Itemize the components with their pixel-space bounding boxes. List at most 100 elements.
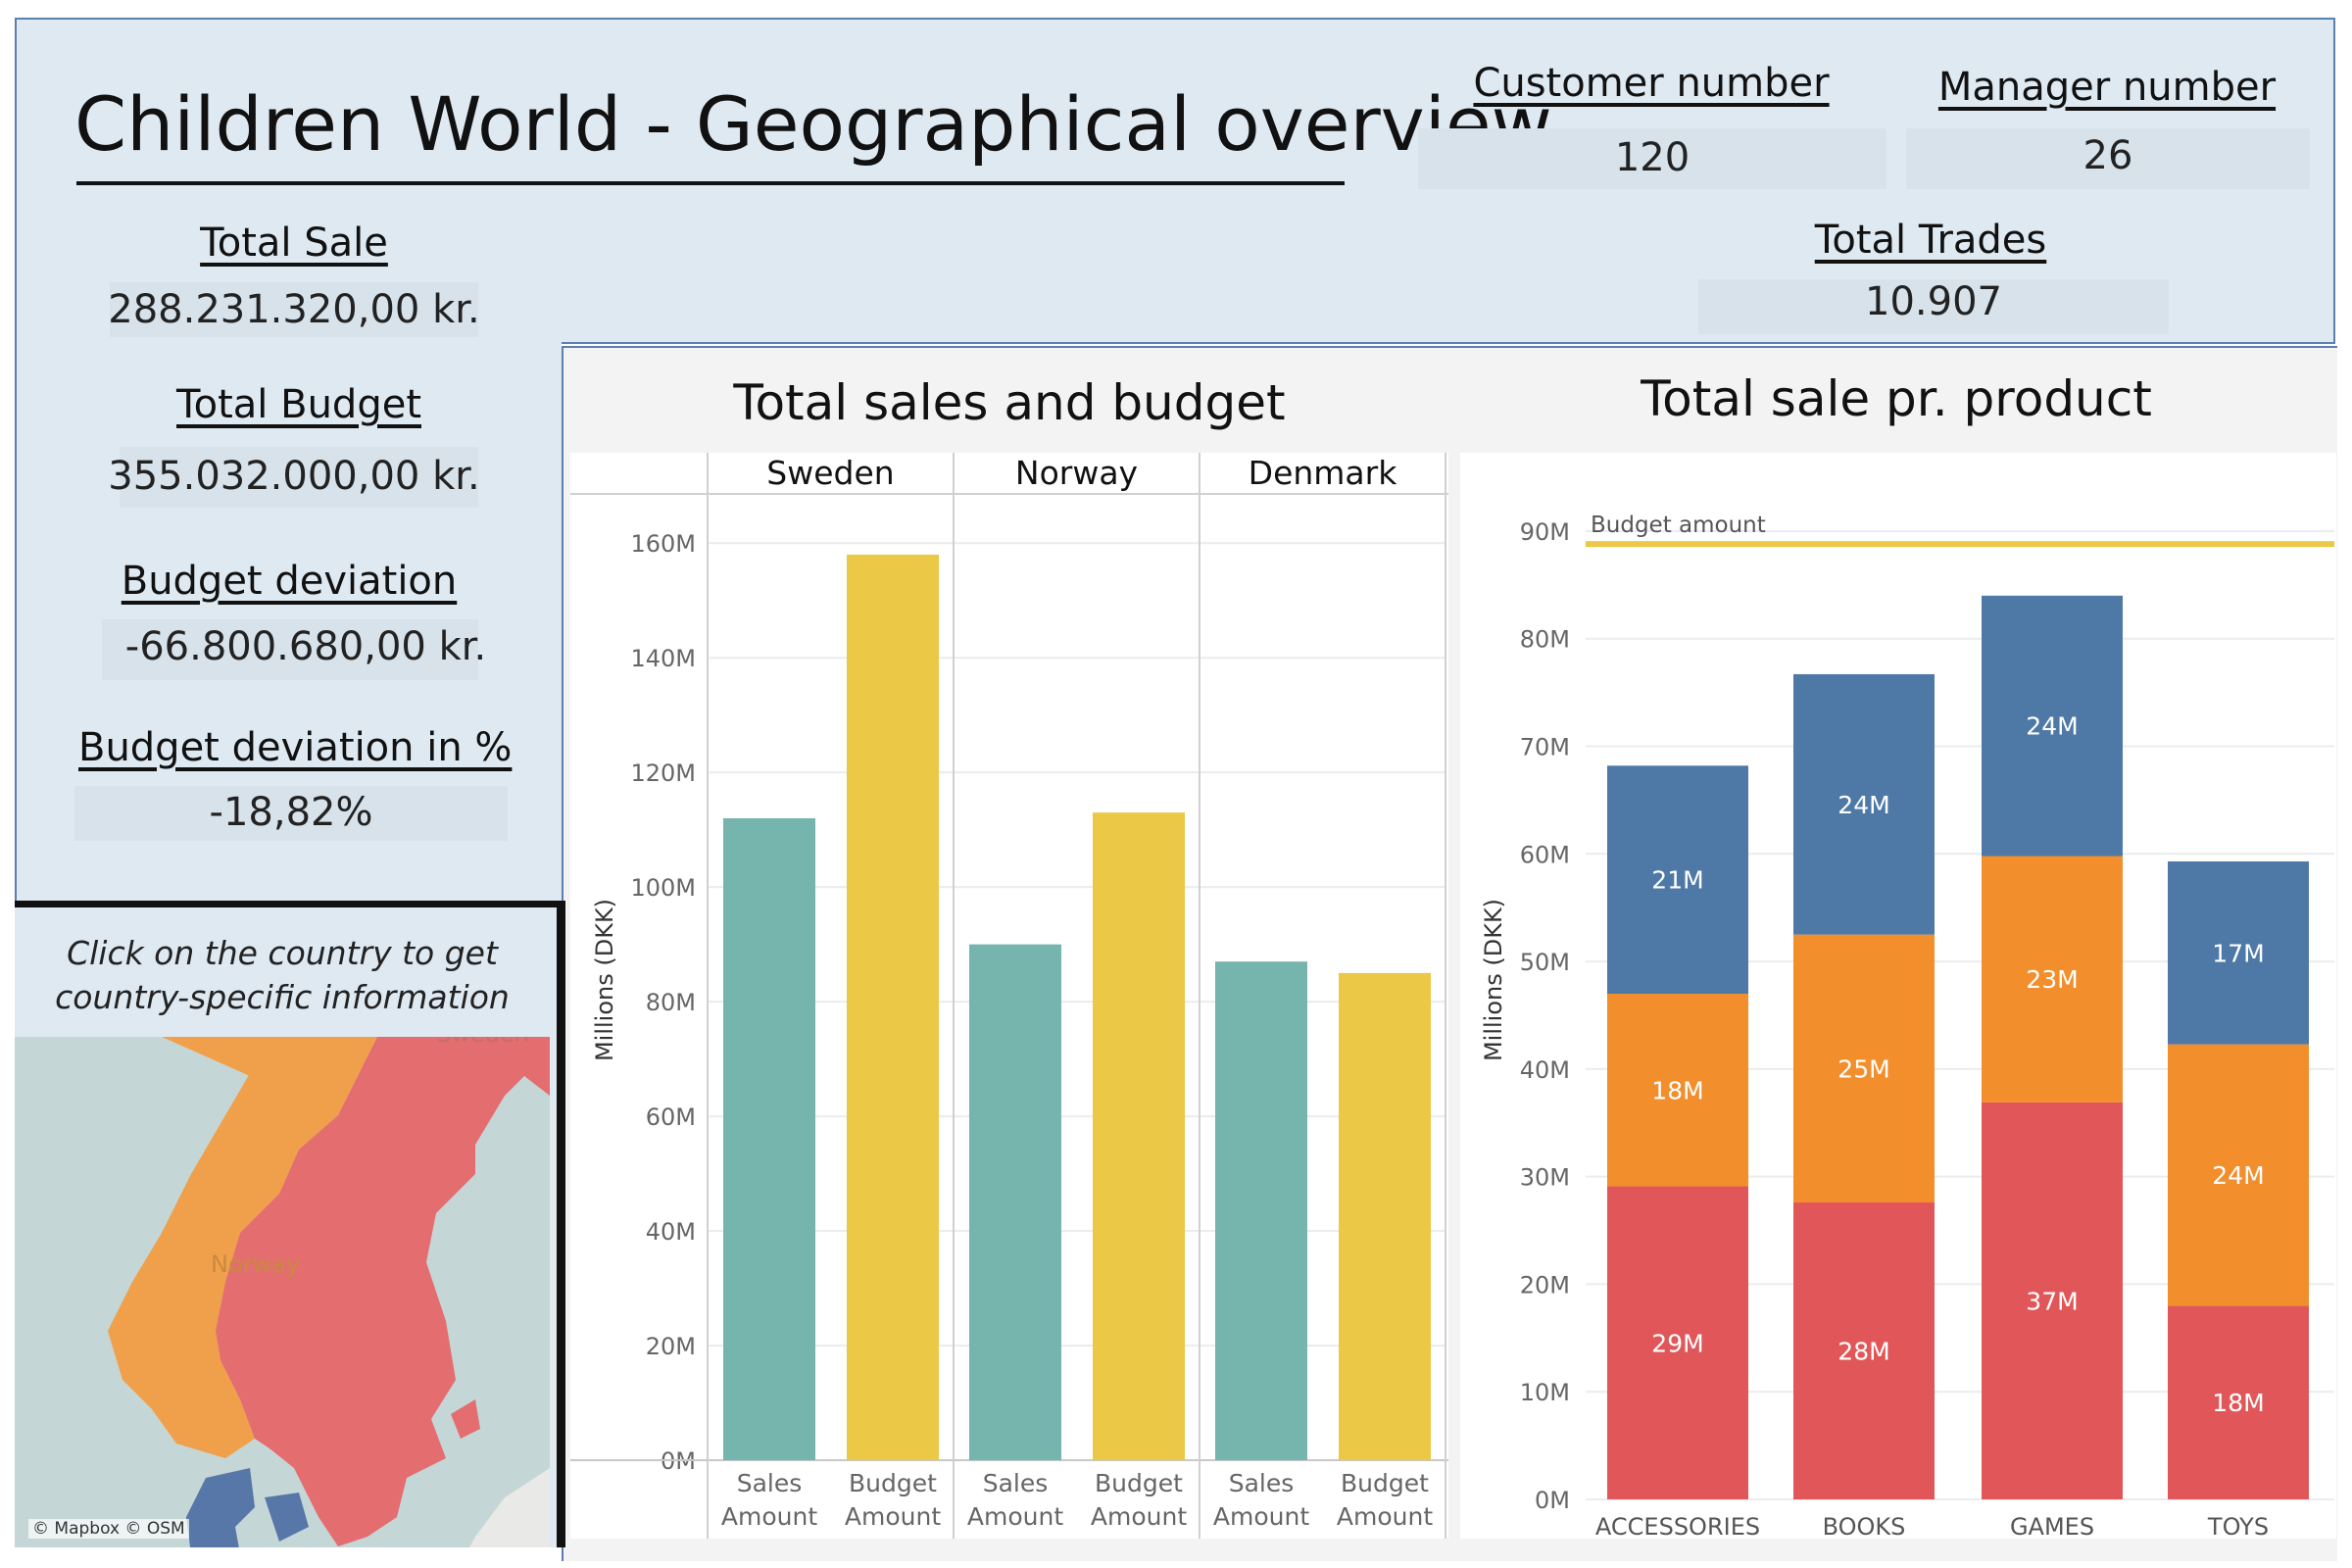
stack-segment-accessories: [1607, 994, 1748, 1187]
budget-deviation-pct-value: -18,82%: [209, 790, 373, 835]
x-tick-label-books: BOOKS: [1823, 1513, 1906, 1541]
map-instruction: Click on the country to get country-spec…: [15, 931, 550, 1019]
x-tick-label: Budget Amount: [845, 1469, 941, 1531]
gotland-region[interactable]: [451, 1399, 480, 1439]
manager-number-label: Manager number: [1937, 65, 2277, 110]
sweden-region[interactable]: [216, 1037, 550, 1546]
budget-deviation-value: -66.800.680,00 kr.: [124, 624, 487, 669]
map-land-east: [468, 1468, 550, 1547]
product-sales-chart: 0M 10M 20M 30M 40M 50M 60M 70M 80M 90M Millions (D…: [1480, 513, 2334, 1541]
y-tick-label: 60M: [1520, 841, 1570, 868]
budget-bar-norway: [1093, 812, 1185, 1460]
sales-bar-sweden: [723, 817, 815, 1460]
x-tick-label-games: GAMES: [2010, 1513, 2094, 1541]
stack-segment-games: [1982, 595, 2123, 857]
segment-value-label: 28M: [1838, 1338, 1889, 1366]
customer-number-box: [1418, 128, 1886, 189]
stack-segment-books: [1793, 934, 1935, 1202]
y-tick-label: 120M: [630, 760, 696, 787]
map-label-sweden: Sweden: [436, 1037, 529, 1048]
total-budget-value: 355.032.000,00 kr.: [108, 454, 480, 499]
y-tick-label: 40M: [1520, 1056, 1570, 1084]
x-tick-label: Sales Amount: [721, 1469, 817, 1531]
y-tick-label: 160M: [630, 530, 696, 558]
y-tick-label: 100M: [630, 874, 696, 902]
map-instruction-line1: Click on the country to get: [67, 934, 498, 972]
panel-header-sweden: Sweden: [766, 454, 894, 492]
stack-segment-accessories: [1607, 1186, 1748, 1499]
budget-deviation-box: [102, 619, 478, 680]
sales-budget-chart-title: Total sales and budget: [733, 374, 1286, 431]
x-tick-label: Budget Amount: [1337, 1469, 1433, 1531]
product-chart-title: Total sale pr. product: [1641, 370, 2152, 427]
stack-segment-books: [1793, 673, 1935, 935]
segment-value-label: 23M: [2026, 965, 2078, 994]
y-tick-label: 80M: [1520, 626, 1570, 654]
y-tick-label: 80M: [646, 989, 696, 1016]
segment-value-label: 18M: [2212, 1389, 2264, 1417]
x-tick-label-accessories: ACCESSORIES: [1595, 1513, 1760, 1541]
customer-number-value: 120: [1614, 135, 1690, 180]
title-underline: [76, 181, 1345, 185]
map-attribution: © Mapbox © OSM: [28, 1519, 189, 1539]
y-axis-title: Millions (DKK): [591, 899, 618, 1061]
sales-bar-norway: [969, 944, 1061, 1460]
total-sale-box: [110, 282, 478, 337]
y-tick-label: 10M: [1520, 1379, 1570, 1406]
x-tick-label: Sales Amount: [967, 1469, 1063, 1531]
budget-deviation-label: Budget deviation: [121, 559, 458, 604]
panel-header-denmark: Denmark: [1249, 454, 1398, 492]
total-sale-value: 288.231.320,00 kr.: [108, 287, 480, 332]
manager-number-value: 26: [2082, 133, 2133, 178]
segment-value-label: 21M: [1651, 866, 1703, 895]
stack-segment-toys: [2168, 1044, 2309, 1306]
segment-value-label: 37M: [2026, 1287, 2078, 1315]
y-tick-label: 20M: [1520, 1271, 1570, 1298]
segment-value-label: 29M: [1651, 1329, 1703, 1357]
total-trades-value: 10.907: [1865, 279, 2002, 324]
x-tick-label-toys: TOYS: [2207, 1513, 2269, 1541]
total-trades-label: Total Trades: [1814, 218, 2047, 263]
stack-segment-games: [1982, 1102, 2123, 1499]
budget-deviation-pct-label: Budget deviation in %: [78, 725, 513, 770]
map-label-norway: Norway: [211, 1250, 300, 1278]
x-tick-label: Sales Amount: [1213, 1469, 1309, 1531]
total-budget-box: [120, 447, 478, 508]
stack-segment-books: [1793, 1202, 1935, 1499]
y-tick-label: 70M: [1520, 734, 1570, 761]
country-map-panel: Click on the country to get country-spec…: [15, 901, 565, 1547]
y-tick-label: 90M: [1520, 518, 1570, 546]
budget-reference-label: Budget amount: [1591, 513, 1766, 538]
y-tick-label: 50M: [1520, 949, 1570, 976]
segment-value-label: 18M: [1651, 1076, 1703, 1104]
panel-header-norway: Norway: [1015, 454, 1138, 492]
map-instruction-line2: country-specific information: [55, 978, 510, 1016]
y-tick-label: 40M: [646, 1218, 696, 1246]
stack-segment-games: [1982, 856, 2123, 1102]
denmark-region[interactable]: [186, 1468, 309, 1547]
total-sale-label: Total Sale: [200, 220, 388, 266]
y-tick-label: 20M: [646, 1333, 696, 1360]
segment-value-label: 17M: [2212, 939, 2264, 967]
map-svg: Sweden Norway: [15, 1037, 550, 1547]
total-trades-box: [1698, 279, 2169, 334]
sales-bar-denmark: [1215, 961, 1307, 1460]
y-tick-label: 30M: [1520, 1164, 1570, 1192]
segment-value-label: 25M: [1838, 1054, 1889, 1083]
y-axis-title: Millions (DKK): [1480, 899, 1507, 1061]
segment-value-label: 24M: [1838, 791, 1889, 819]
budget-bar-denmark: [1339, 972, 1431, 1460]
customer-number-label: Customer number: [1473, 61, 1830, 106]
stack-segment-toys: [2168, 1305, 2309, 1499]
segment-value-label: 24M: [2026, 712, 2078, 741]
page-title: Children World - Geographical overview: [74, 80, 1552, 168]
y-tick-label: 60M: [646, 1103, 696, 1131]
total-budget-label: Total Budget: [176, 382, 421, 427]
norway-region[interactable]: [108, 1037, 377, 1458]
y-tick-label: 140M: [630, 645, 696, 672]
y-tick-label: 0M: [1535, 1487, 1570, 1514]
stack-segment-accessories: [1607, 765, 1748, 995]
budget-bar-sweden: [847, 554, 939, 1460]
